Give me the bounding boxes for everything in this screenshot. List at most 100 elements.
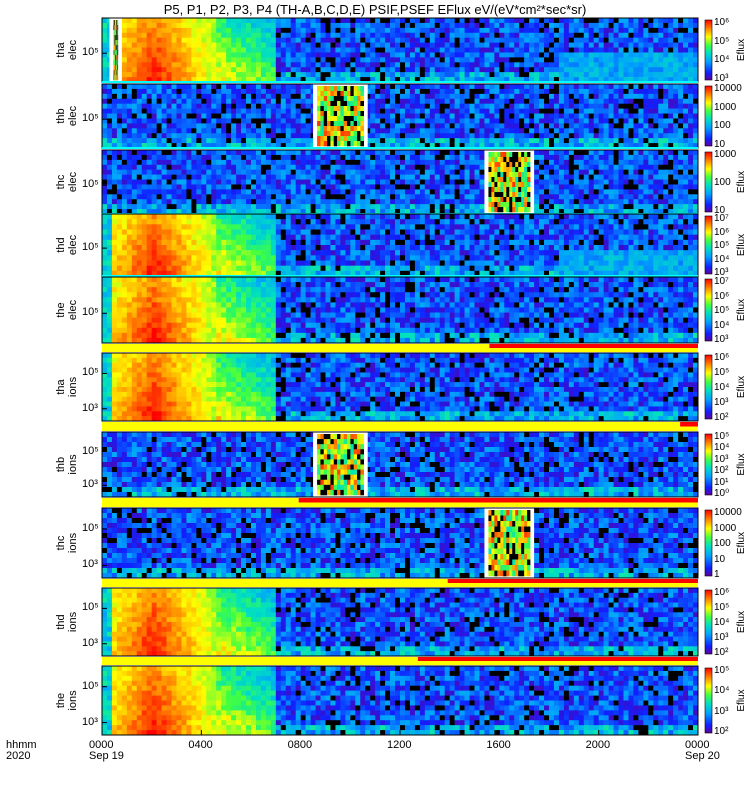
spectrogram-cell bbox=[255, 123, 262, 129]
spectrogram-cell bbox=[400, 37, 406, 43]
spectrogram-cell bbox=[668, 199, 674, 205]
spectrogram-cell bbox=[181, 32, 187, 38]
spectrogram-cell bbox=[529, 143, 535, 149]
spectrogram-cell bbox=[400, 88, 406, 95]
spectrogram-cell bbox=[300, 67, 306, 73]
spectrogram-cell bbox=[121, 72, 128, 78]
data-block-cell bbox=[115, 65, 116, 71]
spectrogram-cell bbox=[509, 42, 515, 48]
spectrogram-cell bbox=[558, 27, 565, 34]
spectrogram-cell bbox=[141, 67, 147, 73]
spectrogram-cell bbox=[539, 138, 545, 144]
spectrogram-cell bbox=[270, 67, 277, 73]
data-block-cell bbox=[333, 136, 338, 142]
spectrogram-cell bbox=[434, 27, 441, 34]
spectrogram-cell bbox=[136, 22, 143, 29]
spectrogram-cell bbox=[633, 123, 639, 129]
spectrogram-cell bbox=[653, 174, 659, 180]
spectrogram-cell bbox=[563, 47, 570, 53]
spectrogram-cell bbox=[181, 52, 187, 58]
spectrogram-cell bbox=[365, 123, 371, 129]
spectrogram-cell bbox=[365, 143, 371, 149]
spectrogram-cell bbox=[479, 47, 485, 53]
spectrogram-cell bbox=[201, 174, 207, 180]
spectrogram-cell bbox=[345, 204, 351, 210]
spectrogram-cell bbox=[683, 164, 689, 170]
spectrogram-cell bbox=[514, 42, 520, 48]
chart-title: P5, P1, P2, P3, P4 (TH-A,B,C,D,E) PSIF,P… bbox=[163, 2, 587, 17]
spectrogram-cell bbox=[469, 98, 475, 104]
spectrogram-cell bbox=[653, 84, 659, 90]
spectrogram-cell bbox=[444, 103, 450, 109]
spectrogram-cell bbox=[380, 103, 386, 109]
spectrogram-cell bbox=[459, 52, 465, 58]
spectrogram-cell bbox=[693, 32, 699, 38]
spectrogram-cell bbox=[355, 154, 361, 161]
spectrogram-cell bbox=[121, 37, 128, 43]
spectrogram-cell bbox=[102, 88, 108, 95]
spectrogram-cell bbox=[251, 98, 257, 104]
spectrogram-cell bbox=[469, 18, 475, 24]
spectrogram-cell bbox=[206, 154, 212, 161]
spectrogram-cell bbox=[201, 150, 207, 156]
spectrogram-cell bbox=[360, 37, 366, 43]
spectrogram-cell bbox=[340, 209, 346, 215]
spectrogram-cell bbox=[479, 57, 485, 63]
spectrogram-cell bbox=[549, 174, 555, 180]
spectrogram-cell bbox=[608, 169, 614, 175]
spectrogram-cell bbox=[186, 174, 192, 180]
spectrogram-cell bbox=[136, 88, 143, 95]
spectrogram-cell bbox=[305, 27, 311, 34]
spectrogram-cell bbox=[539, 72, 545, 78]
spectrogram-cell bbox=[360, 22, 366, 29]
spectrogram-cell bbox=[295, 27, 301, 34]
spectrogram-cell bbox=[141, 18, 147, 24]
spectrogram-cell bbox=[409, 150, 416, 156]
spectrogram-cell bbox=[633, 93, 639, 100]
spectrogram-cell bbox=[434, 47, 441, 53]
spectrogram-cell bbox=[241, 37, 247, 43]
spectrogram-cell bbox=[121, 133, 128, 139]
spectrogram-cell bbox=[191, 108, 197, 114]
spectrogram-cell bbox=[345, 184, 351, 190]
spectrogram-cell bbox=[608, 93, 614, 100]
spectrogram-cell bbox=[280, 37, 287, 43]
data-block-cell bbox=[337, 126, 341, 132]
data-block-cell bbox=[113, 25, 115, 31]
data-block-cell bbox=[347, 141, 351, 147]
spectrogram-cell bbox=[380, 108, 386, 114]
spectrogram-cell bbox=[186, 32, 192, 38]
spectrogram-cell bbox=[186, 150, 192, 156]
spectrogram-cell bbox=[390, 18, 396, 24]
spectrogram-cell bbox=[121, 174, 128, 180]
spectrogram-cell bbox=[201, 103, 207, 109]
spectrogram-cell bbox=[409, 128, 416, 134]
spectrogram-cell bbox=[673, 169, 679, 175]
spectrogram-cell bbox=[400, 18, 406, 24]
spectrogram-cell bbox=[221, 138, 227, 144]
spectrogram-cell bbox=[136, 209, 143, 215]
spectrogram-cell bbox=[141, 72, 147, 78]
spectrogram-cell bbox=[136, 179, 143, 185]
spectrogram-cell bbox=[260, 93, 267, 100]
spectrogram-cell bbox=[350, 77, 356, 83]
spectrogram-cell bbox=[424, 47, 431, 53]
spectrogram-cell bbox=[131, 22, 138, 29]
data-block-cell bbox=[337, 111, 341, 117]
spectrogram-cell bbox=[514, 108, 520, 114]
spectrogram-cell bbox=[136, 108, 143, 114]
spectrogram-cell bbox=[593, 108, 599, 114]
spectrogram-cell bbox=[141, 84, 147, 90]
spectrogram-cell bbox=[494, 98, 500, 104]
data-block-cell bbox=[353, 121, 358, 127]
data-block-cell bbox=[117, 70, 119, 76]
spectrogram-cell bbox=[385, 154, 391, 161]
spectrogram-cell bbox=[385, 32, 391, 38]
spectrogram-cell bbox=[335, 77, 341, 83]
spectrogram-cell bbox=[573, 57, 580, 63]
spectrogram-cell bbox=[598, 77, 604, 83]
data-block-cell bbox=[353, 101, 358, 107]
spectrogram-cell bbox=[340, 204, 346, 210]
spectrogram-cell bbox=[539, 159, 545, 166]
spectrogram-cell bbox=[265, 98, 272, 104]
